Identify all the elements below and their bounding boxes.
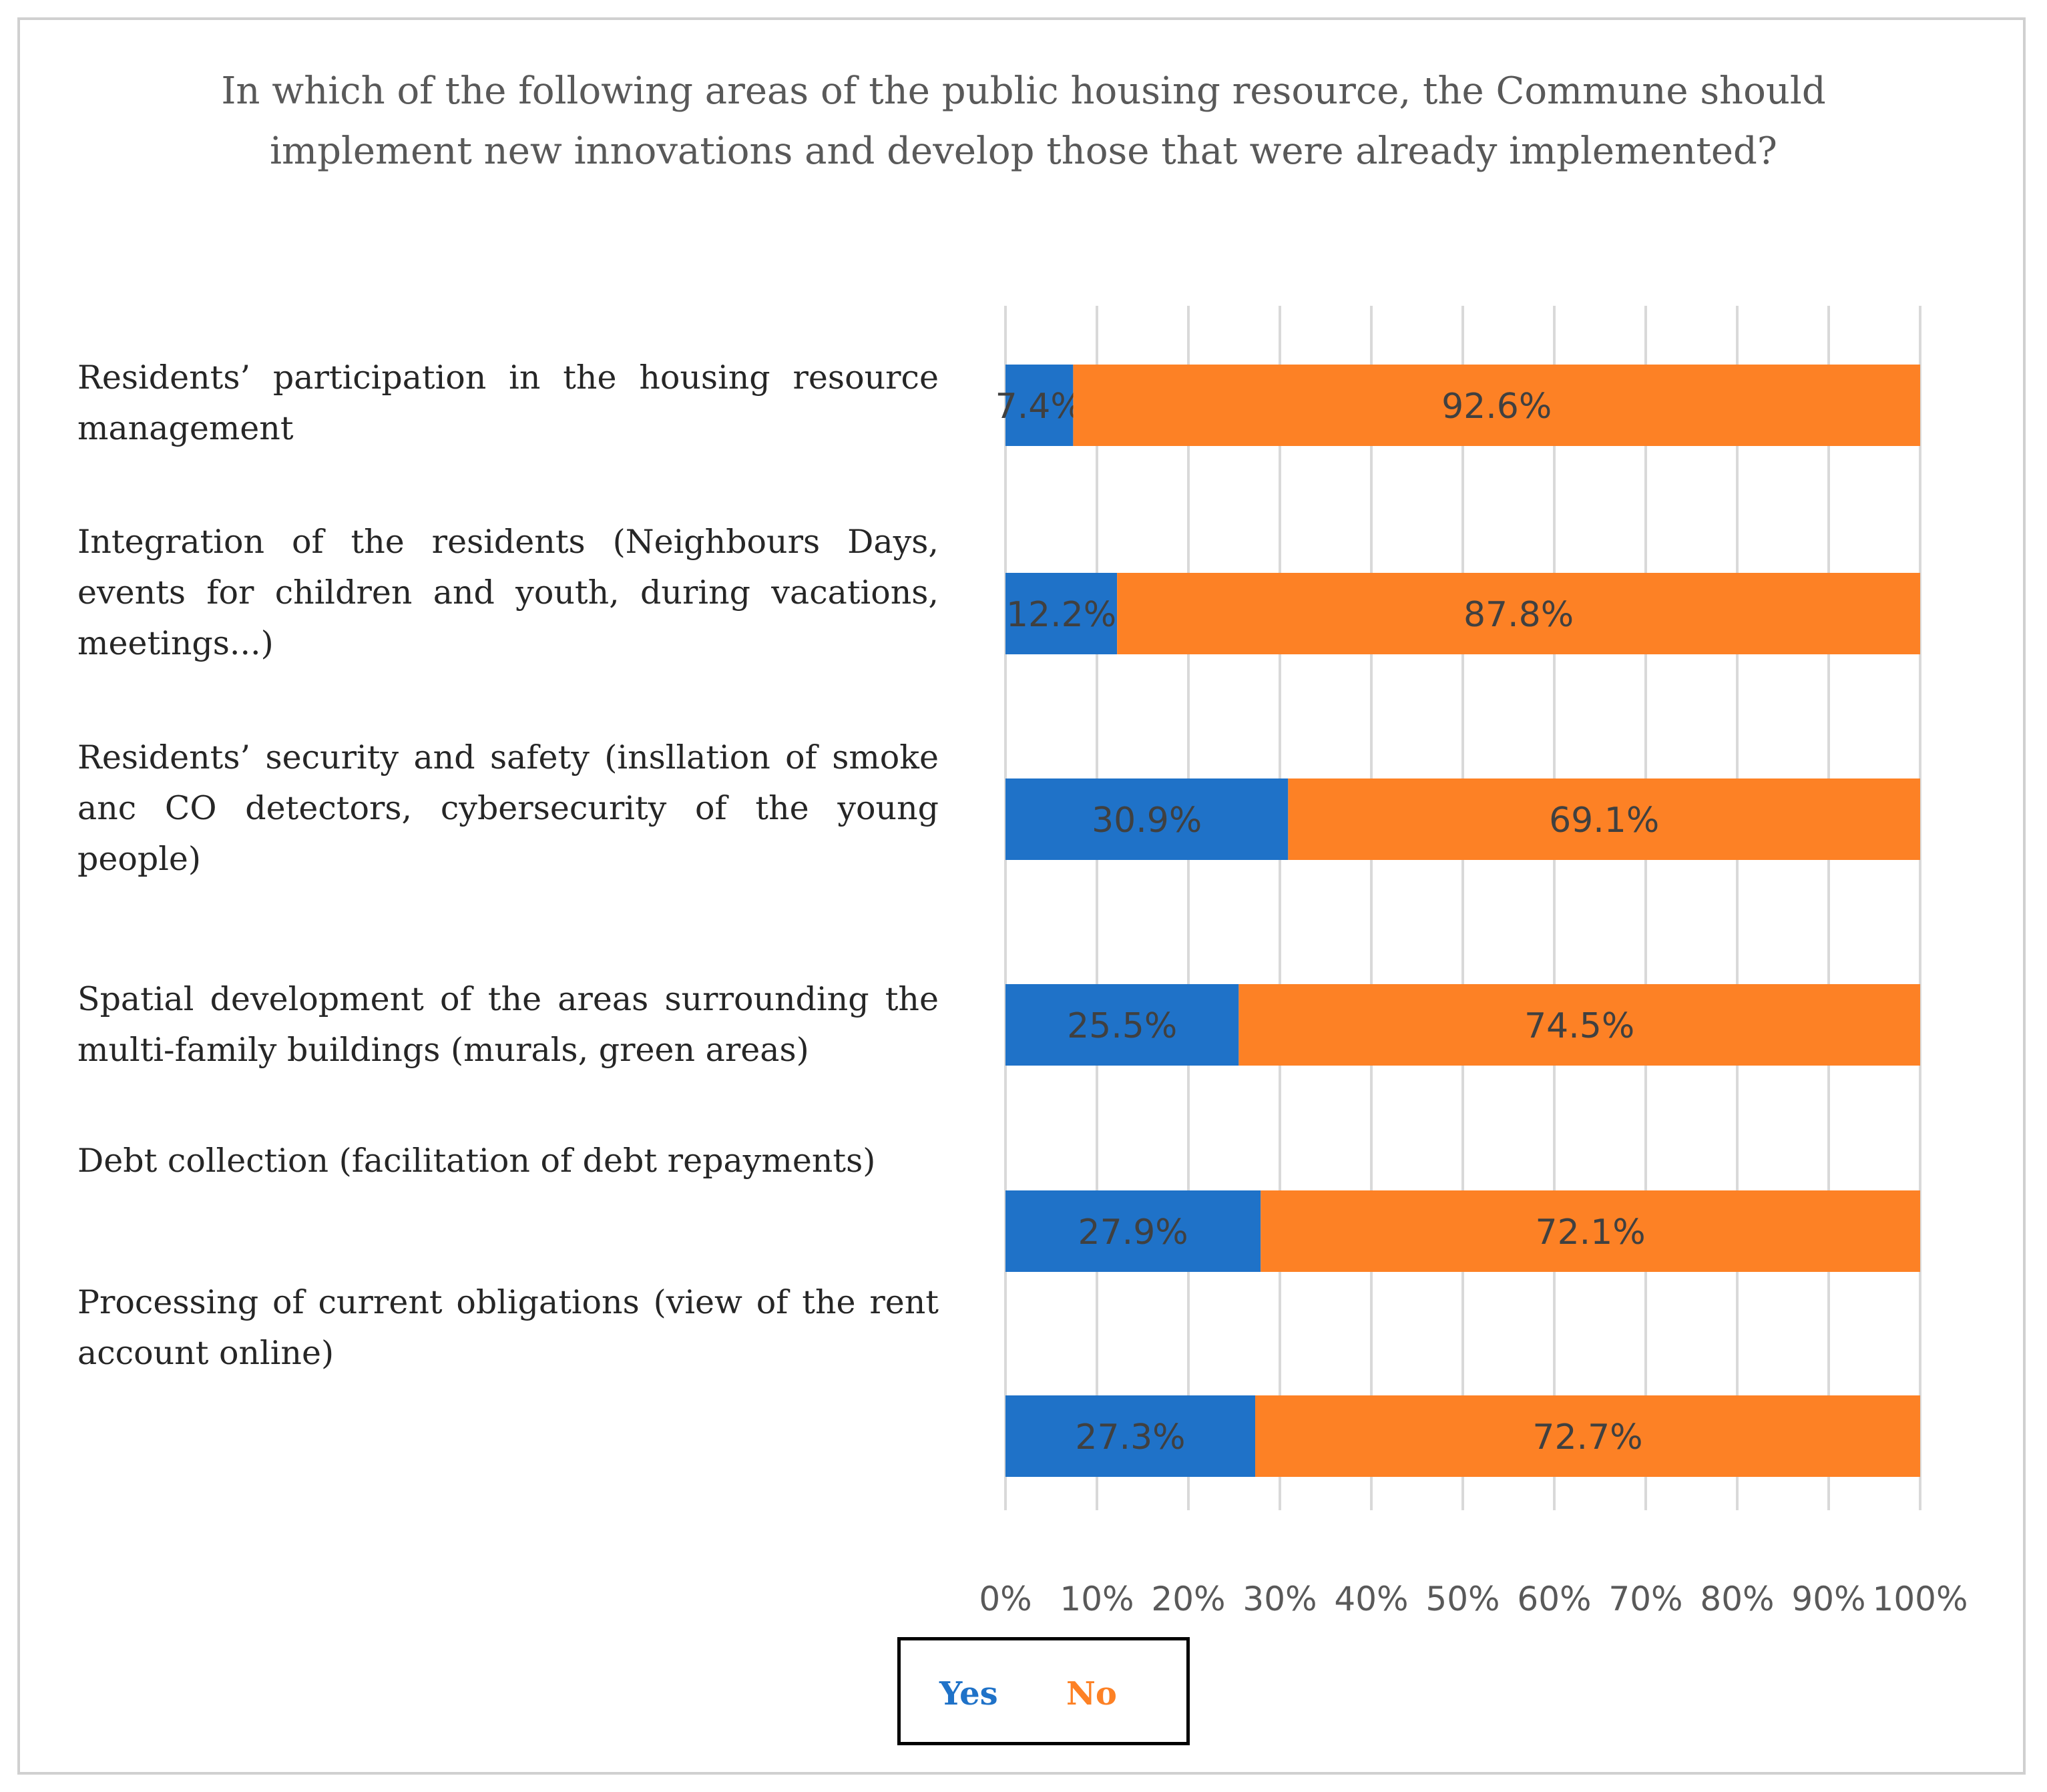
x-tick-label-6: 60% xyxy=(1517,1580,1591,1618)
x-tick-label-5: 50% xyxy=(1425,1580,1500,1618)
data-label-no-0: 92.6% xyxy=(1441,387,1552,427)
x-tick-label-2: 20% xyxy=(1151,1580,1225,1618)
category-label-5: Processing of current obligations (view … xyxy=(77,1283,939,1372)
bar-no-2 xyxy=(1288,778,1920,860)
chart-title: In which of the following areas of the p… xyxy=(221,69,1826,173)
bar-yes-0 xyxy=(1005,365,1074,446)
bar-yes-1 xyxy=(1005,573,1118,654)
bar-no-4 xyxy=(1261,1190,1920,1272)
bar-no-3 xyxy=(1238,984,1920,1066)
x-tick-label-4: 40% xyxy=(1334,1580,1408,1618)
legend-no: No xyxy=(1066,1675,1117,1713)
bar-no-1 xyxy=(1117,573,1920,654)
x-tick-label-8: 80% xyxy=(1700,1580,1774,1618)
data-label-yes-0: 7.4% xyxy=(995,387,1084,427)
category-label-2: Residents’ security and safety (insllati… xyxy=(77,738,939,878)
bar-yes-4 xyxy=(1005,1190,1261,1272)
data-label-yes-4: 27.9% xyxy=(1078,1212,1188,1253)
legend: Yes No xyxy=(897,1637,1190,1745)
data-label-yes-5: 27.3% xyxy=(1075,1417,1185,1458)
data-label-no-4: 72.1% xyxy=(1536,1212,1646,1253)
data-label-no-2: 69.1% xyxy=(1549,801,1659,841)
bar-yes-2 xyxy=(1005,778,1289,860)
data-label-yes-1: 12.2% xyxy=(1006,595,1116,635)
category-label-3: Spatial development of the areas surroun… xyxy=(77,980,939,1069)
category-label-0: Residents’ participation in the housing … xyxy=(77,359,939,447)
category-label-1: Integration of the residents (Neighbours… xyxy=(77,523,939,662)
x-tick-label-9: 90% xyxy=(1791,1580,1865,1618)
bar-no-0 xyxy=(1073,365,1920,446)
x-tick-label-10: 100% xyxy=(1873,1580,1968,1618)
bar-no-5 xyxy=(1255,1395,1920,1477)
chart-frame xyxy=(17,17,2026,1775)
data-label-no-3: 74.5% xyxy=(1524,1006,1634,1046)
bar-yes-3 xyxy=(1005,984,1239,1066)
data-label-yes-2: 30.9% xyxy=(1092,801,1202,841)
category-label-4: Debt collection (facilitation of debt re… xyxy=(77,1142,876,1180)
x-tick-label-3: 30% xyxy=(1242,1580,1317,1618)
x-tick-label-1: 10% xyxy=(1060,1580,1134,1618)
data-label-no-5: 72.7% xyxy=(1532,1417,1642,1458)
data-label-yes-3: 25.5% xyxy=(1067,1006,1177,1046)
legend-yes: Yes xyxy=(939,1675,998,1713)
x-tick-label-7: 70% xyxy=(1608,1580,1682,1618)
x-tick-label-0: 0% xyxy=(979,1580,1032,1618)
bar-yes-5 xyxy=(1005,1395,1256,1477)
data-label-no-1: 87.8% xyxy=(1463,595,1574,635)
